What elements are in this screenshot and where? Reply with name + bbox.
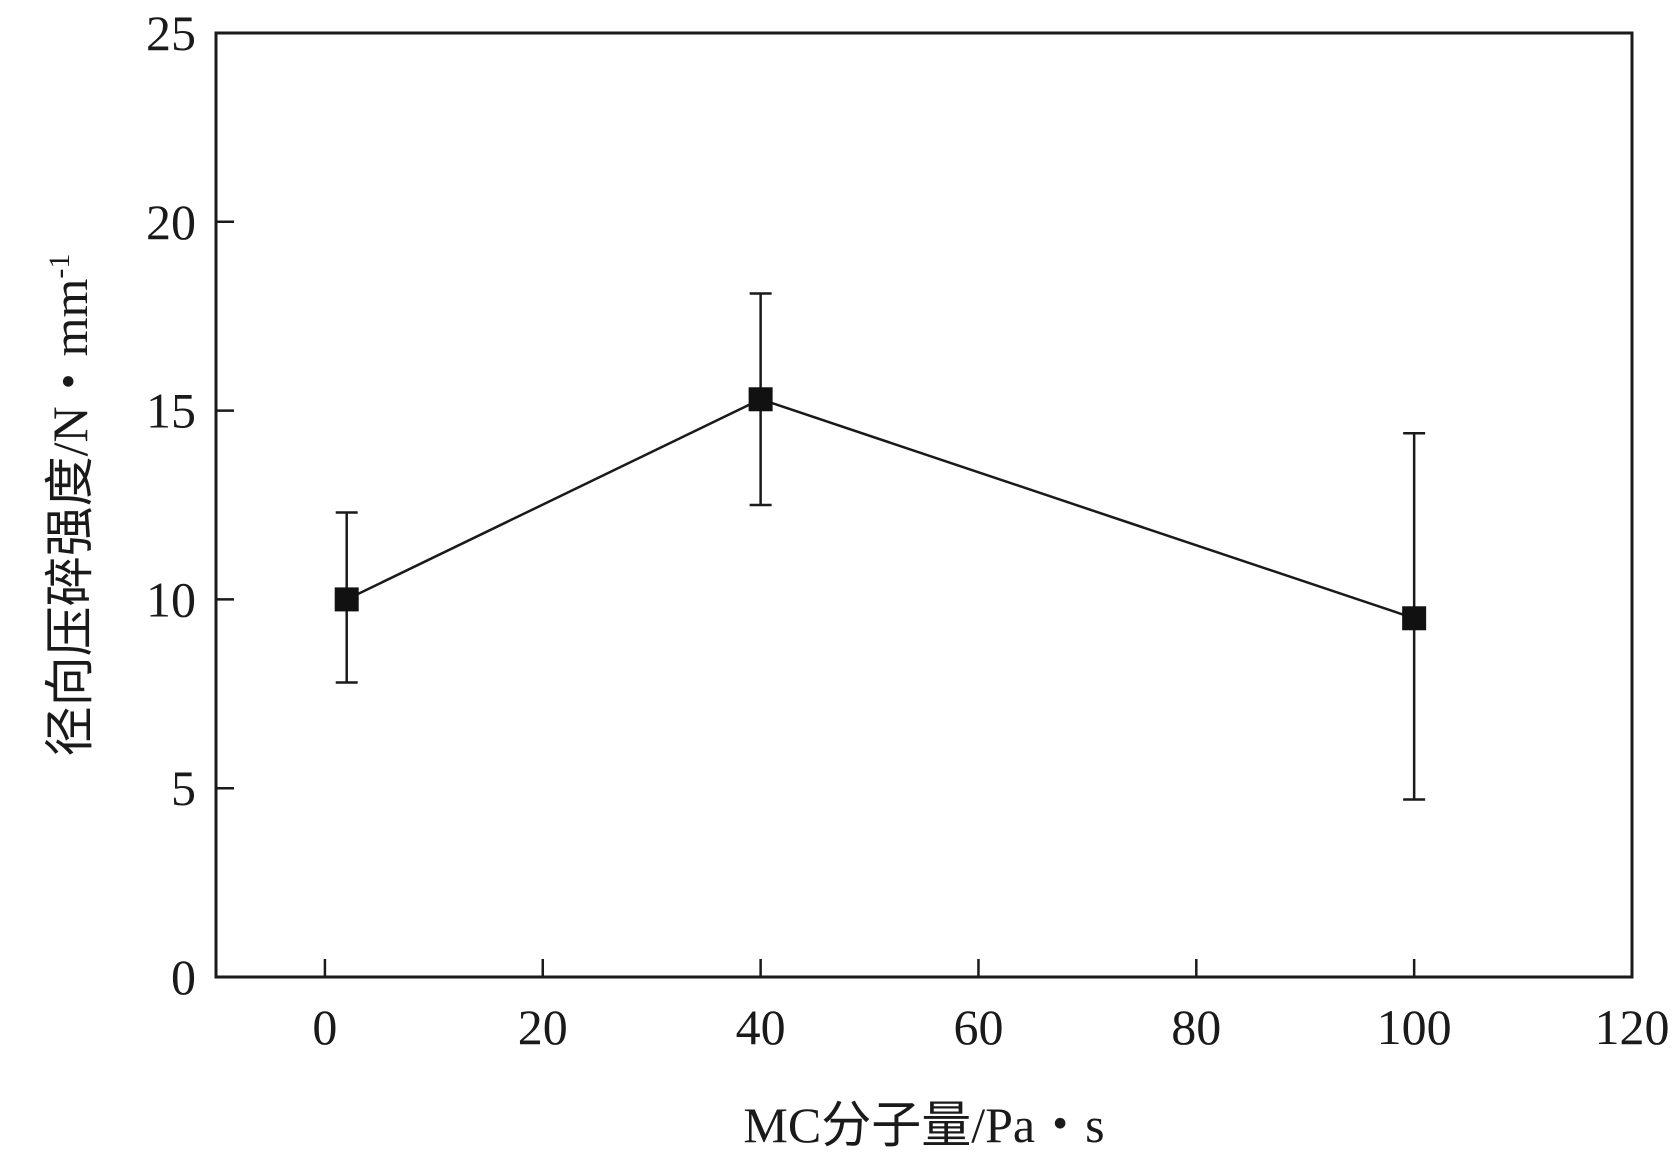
- y-tick-label: 0: [171, 949, 196, 1005]
- y-tick-label: 10: [146, 571, 196, 627]
- series-layer: [334, 292, 1427, 801]
- data-point: [1402, 606, 1427, 631]
- y-axis-title-main: 径向压碎强度/N・mm: [42, 279, 98, 757]
- x-tick-label: 20: [518, 999, 568, 1055]
- x-tick-label: 120: [1595, 999, 1670, 1055]
- y-axis-title: 径向压碎强度/N・mm-1: [42, 254, 98, 757]
- data-point: [334, 587, 359, 612]
- x-tick-label: 40: [736, 999, 786, 1055]
- y-tick-label: 5: [171, 760, 196, 816]
- y-axis-title-superscript: -1: [43, 254, 76, 279]
- y-tick-label: 25: [146, 5, 196, 61]
- x-tick-label: 0: [312, 999, 337, 1055]
- x-axis: 0 20 40 60 80 100 120: [312, 959, 1670, 1055]
- y-tick-label: 20: [146, 194, 196, 250]
- x-tick-label: 100: [1377, 999, 1452, 1055]
- x-axis-title: MC分子量/Pa・s: [743, 1097, 1104, 1153]
- x-tick-label: 80: [1171, 999, 1221, 1055]
- y-tick-label: 15: [146, 383, 196, 439]
- y-axis: 0 5 10 15 20 25: [146, 5, 234, 1005]
- plot-frame: [214, 31, 1634, 979]
- data-point: [748, 387, 773, 412]
- x-tick-label: 60: [953, 999, 1003, 1055]
- series-line: [346, 397, 1415, 620]
- plot-border: [214, 31, 1634, 979]
